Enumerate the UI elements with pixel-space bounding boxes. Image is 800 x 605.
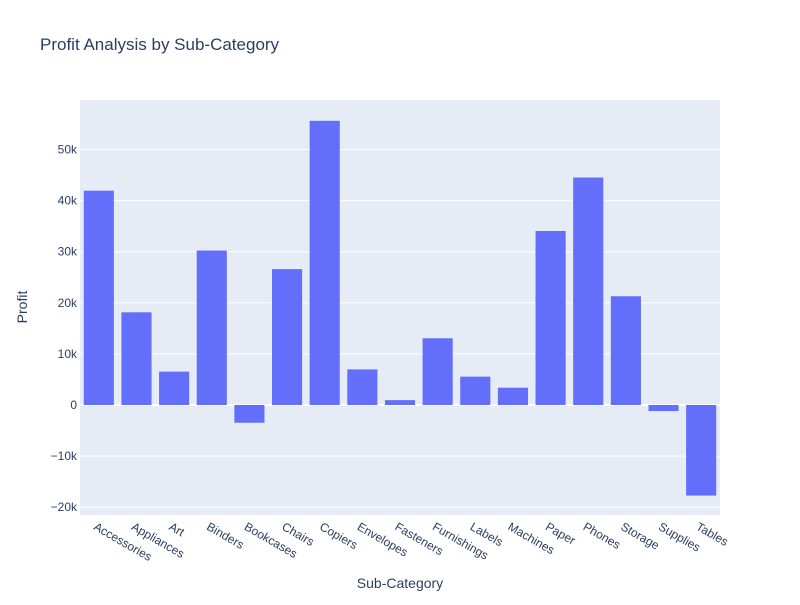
- bar-art[interactable]: [159, 371, 190, 405]
- y-tick-label: 20k: [58, 296, 78, 310]
- bar-bookcases[interactable]: [234, 405, 265, 423]
- bar-fasteners[interactable]: [384, 400, 416, 405]
- y-tick-label: −20k: [51, 500, 78, 514]
- bar-labels[interactable]: [460, 376, 491, 405]
- bar-storage[interactable]: [610, 296, 641, 405]
- bar-machines[interactable]: [497, 387, 528, 405]
- y-tick-label: −10k: [51, 449, 78, 463]
- y-tick-label: 30k: [58, 245, 78, 259]
- y-axis-title: Profit: [14, 291, 30, 324]
- bar-chairs[interactable]: [272, 269, 303, 405]
- x-axis-title: Sub-Category: [357, 575, 443, 591]
- y-tick-label: 0: [70, 398, 77, 412]
- x-tick-label: Storage: [618, 519, 662, 552]
- bar-phones[interactable]: [573, 177, 604, 405]
- bar-envelopes[interactable]: [347, 369, 378, 405]
- x-tick-label: Copiers: [317, 519, 360, 552]
- bar-paper[interactable]: [535, 230, 566, 405]
- bar-furnishings[interactable]: [422, 338, 453, 405]
- bar-appliances[interactable]: [121, 312, 152, 405]
- bar-binders[interactable]: [196, 250, 227, 405]
- bar-tables[interactable]: [686, 405, 717, 496]
- y-tick-label: 50k: [58, 143, 78, 157]
- y-tick-label: 40k: [58, 194, 78, 208]
- x-tick-label: Art: [167, 519, 188, 539]
- y-axis-ticks: −20k −10k 0 10k 20k 30k 40k 50k: [51, 143, 78, 515]
- bar-accessories[interactable]: [83, 190, 114, 405]
- chart-title: Profit Analysis by Sub-Category: [40, 35, 280, 54]
- bar-copiers[interactable]: [309, 120, 340, 405]
- bars: [83, 120, 717, 496]
- x-tick-label: Phones: [581, 519, 623, 551]
- y-tick-label: 10k: [58, 347, 78, 361]
- x-tick-label: Binders: [204, 519, 246, 551]
- bar-supplies[interactable]: [648, 405, 679, 412]
- x-tick-label: Supplies: [656, 519, 703, 554]
